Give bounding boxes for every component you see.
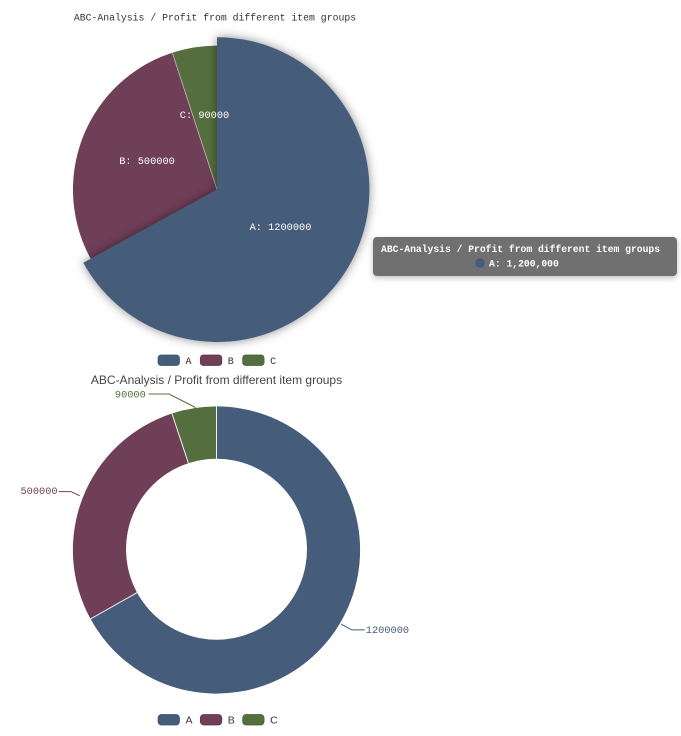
svg-text:B: B [228, 715, 235, 727]
svg-text:ABC-Analysis / Profit from dif: ABC-Analysis / Profit from different ite… [91, 373, 342, 387]
svg-text:A: A [186, 715, 193, 727]
svg-text:ABC-Analysis / Profit from dif: ABC-Analysis / Profit from different ite… [74, 13, 356, 24]
svg-text:C: C [270, 357, 276, 368]
svg-text:A: 1,200,000: A: 1,200,000 [489, 259, 559, 270]
svg-text:90000: 90000 [115, 390, 146, 402]
svg-text:ABC-Analysis / Profit from dif: ABC-Analysis / Profit from different ite… [381, 244, 660, 255]
svg-text:B: 500000: B: 500000 [119, 156, 175, 168]
svg-text:A: A [186, 357, 192, 368]
svg-text:B: B [228, 357, 234, 368]
svg-text:A: 1200000: A: 1200000 [250, 222, 312, 234]
svg-text:C: 90000: C: 90000 [180, 110, 229, 122]
svg-text:C: C [270, 715, 278, 727]
svg-text:500000: 500000 [21, 486, 58, 498]
svg-text:1200000: 1200000 [366, 625, 409, 637]
